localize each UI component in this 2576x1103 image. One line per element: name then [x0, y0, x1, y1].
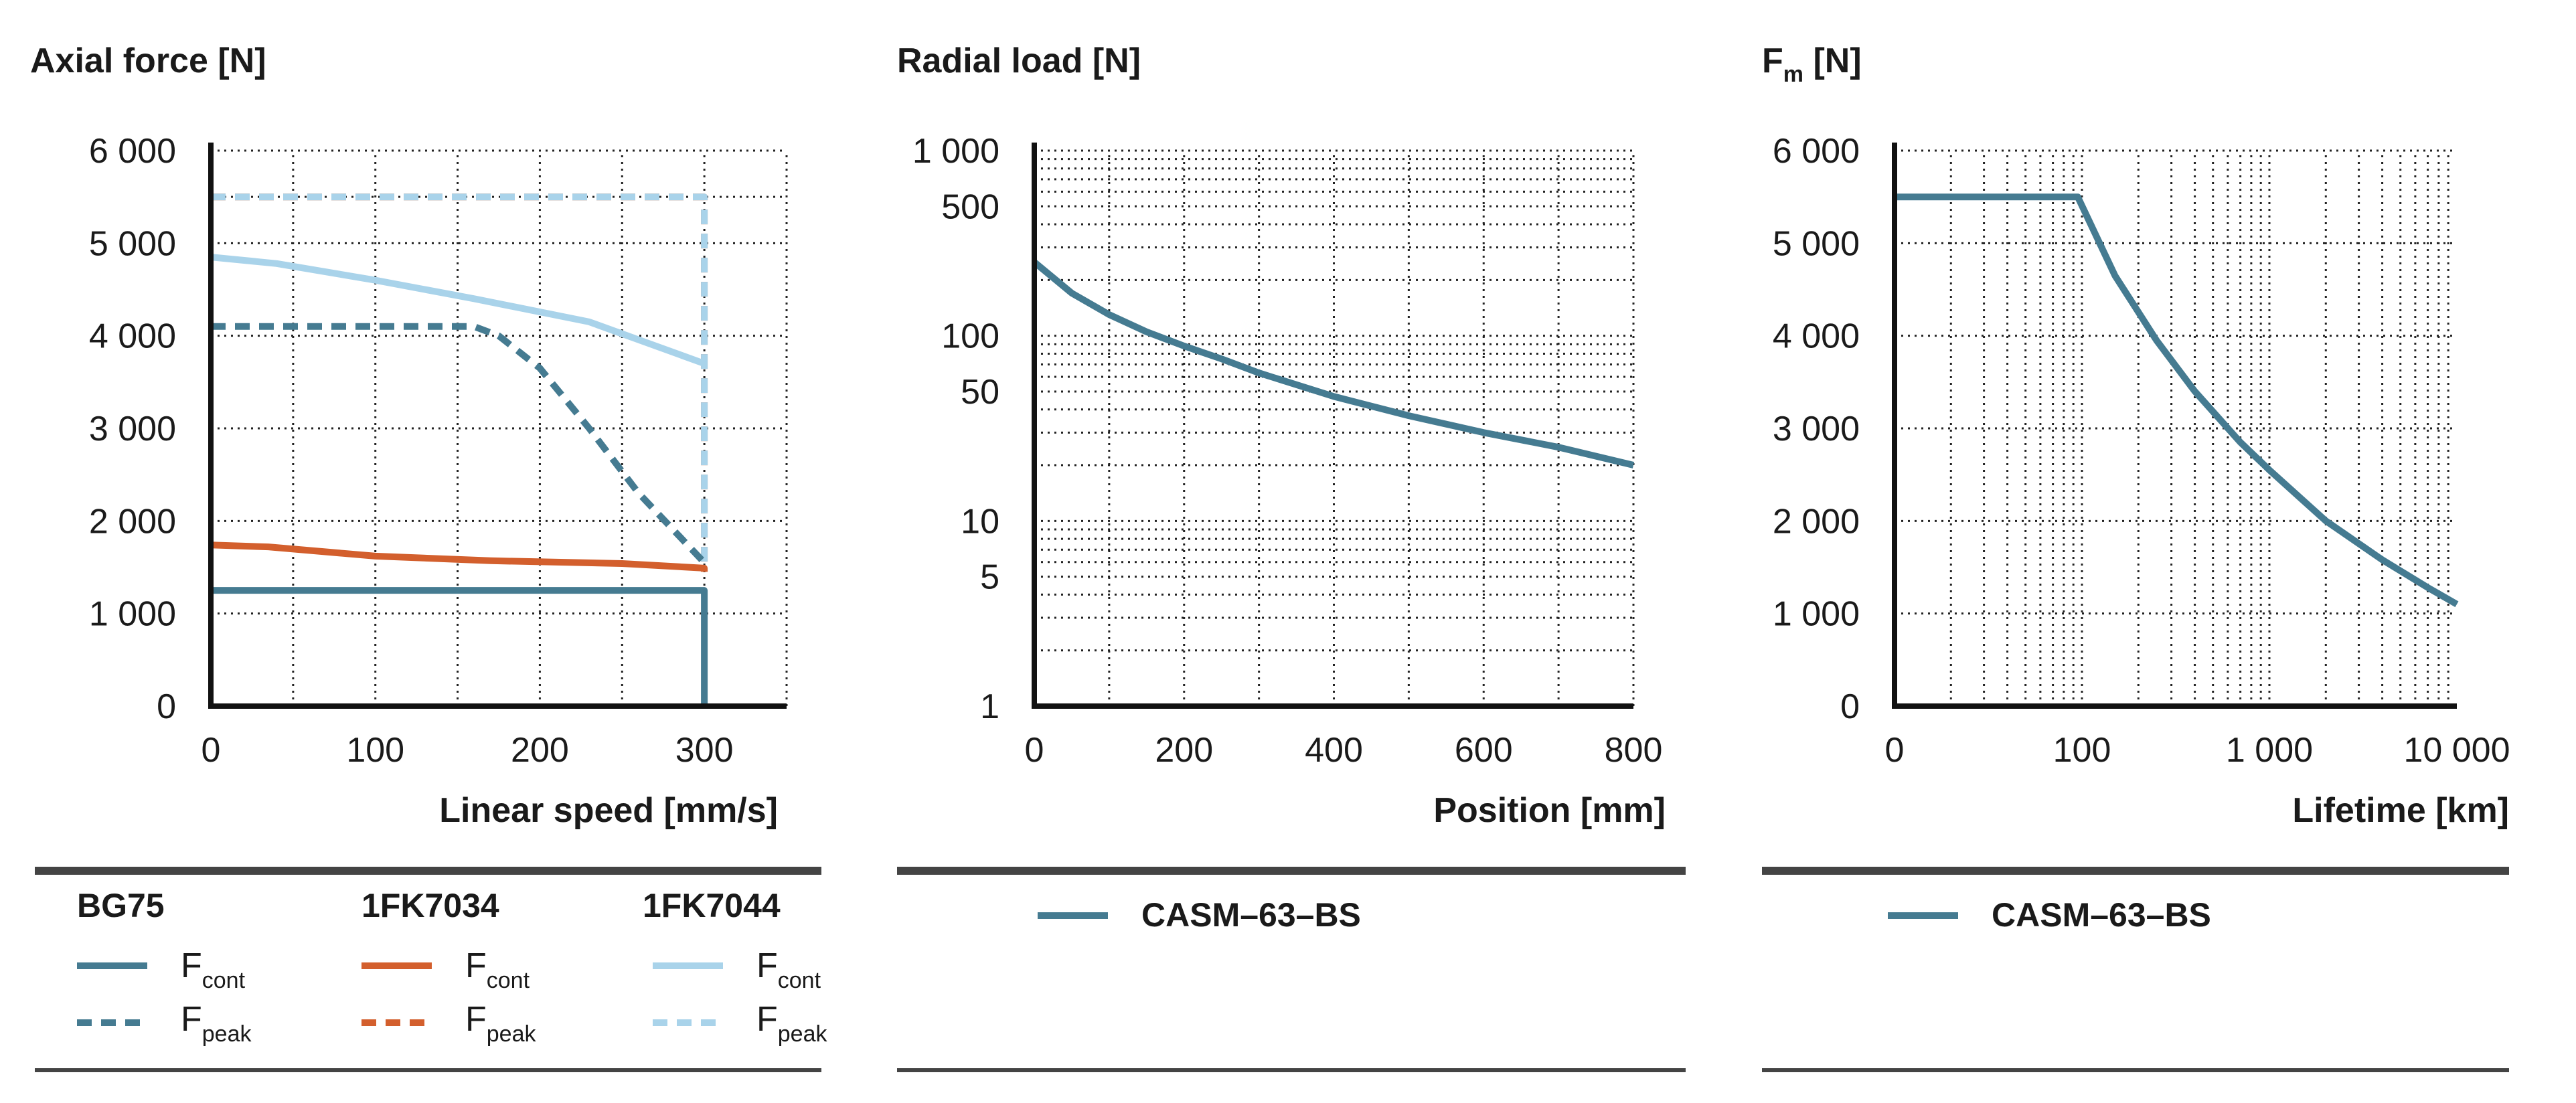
legend-label: Fpeak	[181, 1000, 252, 1047]
legend: CASM–63–BS	[1888, 896, 2211, 934]
legend-group-title: BG75	[77, 887, 165, 924]
x-tick-label: 10 000	[2403, 731, 2510, 770]
x-tick-label: 1 000	[2226, 731, 2313, 770]
y-tick-label: 500	[941, 187, 999, 226]
legend-label: Fpeak	[756, 1000, 827, 1047]
x-tick-label: 200	[1155, 731, 1213, 770]
y-tick-label: 6 000	[1773, 132, 1860, 171]
x-tick-label: 800	[1605, 731, 1663, 770]
legend-group-title: 1FK7044	[643, 887, 781, 924]
x-tick-label: 200	[511, 731, 569, 770]
y-tick-label: 1	[980, 687, 999, 726]
legend-rule-bottom	[35, 1068, 821, 1072]
axes	[208, 143, 787, 709]
y-tick-label: 100	[941, 317, 999, 356]
legend-label: Fcont	[181, 946, 246, 993]
axes	[1032, 143, 1633, 709]
x-tick-label: 0	[202, 731, 221, 770]
x-tick-label: 300	[675, 731, 734, 770]
y-tick-label: 5 000	[1773, 224, 1860, 263]
y-tick-label: 5 000	[89, 224, 176, 263]
chart-title-subscript: m	[1783, 62, 1803, 87]
axial-force-chart: Axial force [N] 0 100 200 300 0 1 000 2 000 3 0…	[30, 41, 788, 830]
legend-label: Fcont	[465, 946, 530, 993]
y-tick-label: 0	[157, 687, 176, 726]
chart-title-main: F	[1762, 41, 1783, 80]
series-line-1fk7044-f-peak	[211, 193, 708, 568]
axes	[1892, 143, 2457, 709]
y-tick-label: 4 000	[89, 317, 176, 356]
x-axis-label: Linear speed [mm/s]	[439, 791, 778, 830]
grid	[1034, 149, 1635, 706]
x-tick-label: 100	[2053, 731, 2111, 770]
legend-rule-bottom	[897, 1068, 1686, 1072]
legend-label: Fpeak	[465, 1000, 536, 1047]
series-group	[1895, 193, 2459, 608]
y-tick-label: 6 000	[89, 132, 176, 171]
chart-title: Radial load [N]	[897, 41, 1141, 80]
series-group	[1032, 259, 1635, 469]
radial-load-chart: Radial load [N] 0 200 400 600 800 1 5 10 50 100 50…	[897, 41, 1666, 830]
grid	[1895, 149, 2457, 706]
y-tick-label: 1 000	[912, 132, 999, 171]
chart-title: Fm [N]	[1762, 41, 1862, 87]
legend: CASM–63–BS	[1038, 896, 1361, 934]
chart-title-suffix: [N]	[1803, 41, 1862, 80]
y-tick-label: 0	[1840, 687, 1860, 726]
y-tick-label: 4 000	[1773, 317, 1860, 356]
series-line-bg75-f-peak	[211, 323, 707, 566]
series-line-casm-63-bs	[1032, 259, 1635, 469]
y-tick-label: 2 000	[89, 502, 176, 541]
x-tick-label: 0	[1885, 731, 1905, 770]
legend-rule-top	[35, 867, 821, 875]
legend-group-bg75: BG75 Fcont Fpeak	[77, 887, 252, 1047]
x-tick-label: 400	[1305, 731, 1363, 770]
tick-labels: 0 100 1 000 10 000 0 1 000 2 000 3 000 4 000 5 00…	[1773, 132, 2510, 770]
y-tick-label: 3 000	[89, 410, 176, 448]
series-group	[210, 193, 708, 706]
legend-group-1fk7034: 1FK7034 Fcont Fpeak	[361, 887, 536, 1047]
x-axis-label: Position [mm]	[1433, 791, 1666, 830]
x-tick-label: 100	[346, 731, 404, 770]
legend-rule-top	[1762, 867, 2509, 875]
tick-labels: 0 100 200 300 0 1 000 2 000 3 000 4 000 5 000 6 00…	[89, 132, 734, 770]
chart-title: Axial force [N]	[30, 41, 266, 80]
x-tick-label: 0	[1025, 731, 1044, 770]
x-axis-label: Lifetime [km]	[2292, 791, 2509, 830]
series-line-casm-63-bs	[1895, 193, 2459, 608]
series-line-1fk7044-f-cont	[210, 254, 706, 367]
legend-rule-top	[897, 867, 1686, 875]
y-tick-label: 1 000	[89, 595, 176, 634]
legend-rule-bottom	[1762, 1068, 2509, 1072]
legend-label: Fcont	[756, 946, 821, 993]
legend-group-1fk7044: 1FK7044 Fcont Fpeak	[643, 887, 827, 1047]
legend: BG75 Fcont Fpeak 1FK7034 Fcont Fpeak 1FK…	[77, 887, 827, 1047]
grid	[211, 149, 788, 706]
x-tick-label: 600	[1455, 731, 1513, 770]
fm-lifetime-chart: Fm [N] 0 100 1 000 10 000 0 1 000 2 000 3 000 4 …	[1762, 41, 2510, 830]
y-tick-label: 10	[961, 502, 999, 541]
legend-group-title: 1FK7034	[361, 887, 499, 924]
tick-labels: 0 200 400 600 800 1 5 10 50 100 500 1 000	[912, 132, 1663, 770]
legend-label: CASM–63–BS	[1992, 896, 2211, 934]
y-tick-label: 2 000	[1773, 502, 1860, 541]
y-tick-label: 50	[961, 373, 999, 412]
y-tick-label: 3 000	[1773, 410, 1860, 448]
y-tick-label: 1 000	[1773, 595, 1860, 634]
y-tick-label: 5	[980, 558, 999, 597]
legend-label: CASM–63–BS	[1141, 896, 1361, 934]
series-line-1fk7034-f-cont	[210, 541, 708, 572]
legend-dividers	[35, 867, 2509, 1072]
series-line-bg75-f-cont	[211, 587, 708, 706]
